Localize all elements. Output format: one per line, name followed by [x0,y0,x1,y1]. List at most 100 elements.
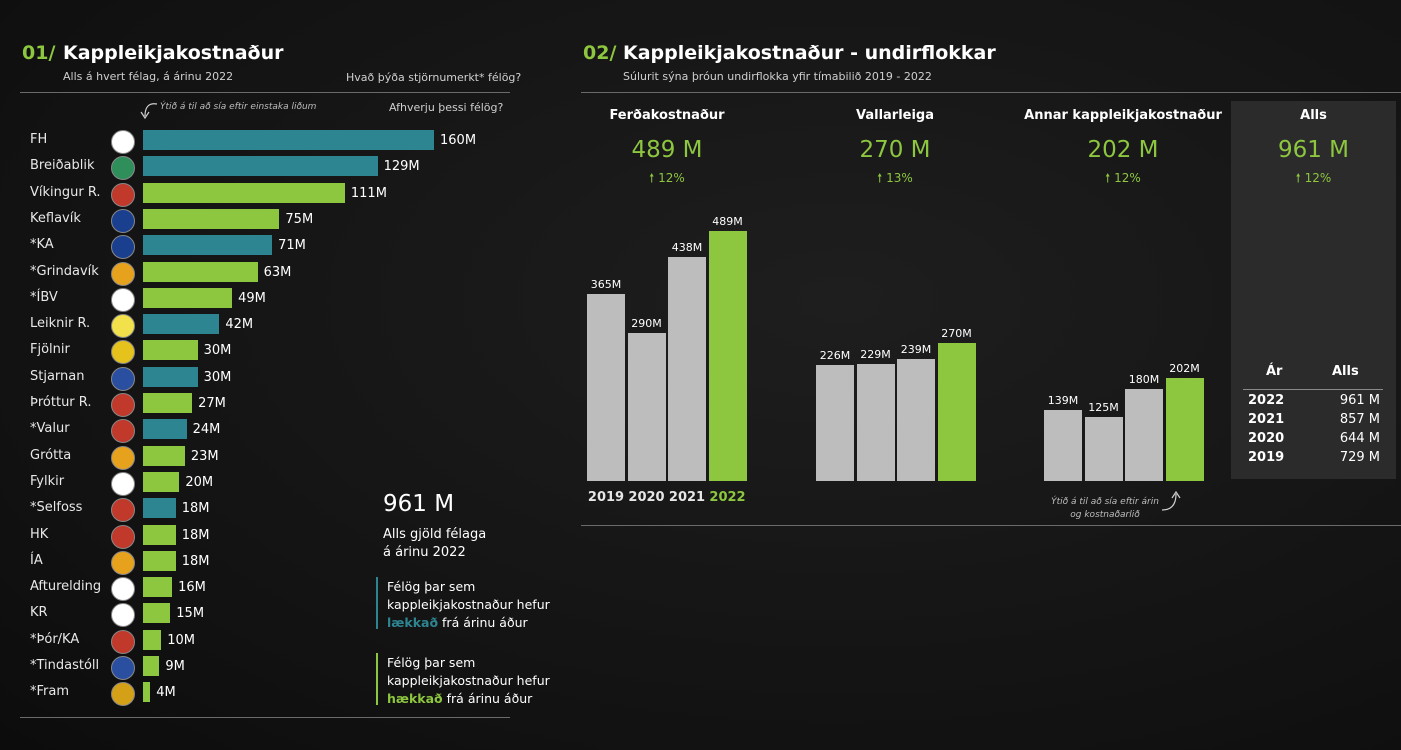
club-bar[interactable] [143,208,280,229]
club-bar[interactable] [143,314,220,335]
column-bar[interactable] [1165,377,1204,481]
section1-number: 01/ [22,42,56,64]
club-label: Þróttur R. [30,395,92,410]
year-axis-label[interactable]: 2022 [709,490,746,505]
club-bar[interactable] [143,287,233,308]
column-bar[interactable] [587,294,625,481]
club-logo-icon [111,208,135,233]
club-value-label: 16M [178,580,206,596]
card-other-change: 🠕 12% [1105,171,1141,185]
club-bar[interactable] [143,235,273,256]
club-value-label: 18M [181,501,210,517]
card-travel-change: 🠕 12% [649,171,685,185]
column-value-label: 489M [712,215,743,228]
column-bar[interactable] [627,332,666,481]
club-logo-icon [111,340,135,365]
club-logo-icon [111,550,135,575]
club-value-label: 10M [167,632,195,648]
legend-increased: Félög þar sem kappleikjakostnaður hefur … [387,654,550,708]
total-card[interactable]: Alls 961 M 🠕 12% [1231,101,1396,479]
club-bar[interactable] [143,682,151,703]
club-bar[interactable] [143,156,378,177]
card-venue[interactable]: Vallarleiga 270 M 🠕 13% [815,108,975,190]
legend-down-line1: Félög þar sem [387,579,476,594]
total-table-value: 857 M [1339,412,1380,427]
club-label: Víkingur R. [30,184,101,200]
club-bar[interactable] [143,340,198,361]
club-bar[interactable] [143,656,160,676]
club-value-label: 63M [263,264,292,280]
club-bar[interactable] [143,603,171,624]
club-bar[interactable] [143,498,176,519]
club-bar[interactable] [143,524,176,545]
column-value-label: 270M [941,326,972,340]
total-card-change: 🠕 12% [1295,171,1332,185]
column-bar[interactable] [668,257,706,481]
club-bar[interactable] [143,445,185,466]
card-travel[interactable]: Ferðakostnaður 489 M 🠕 12% [587,108,747,190]
column-bar[interactable] [937,342,976,481]
club-bar[interactable] [143,629,162,650]
column-value-label: 125M [1088,401,1119,415]
column-bar[interactable] [708,231,747,481]
club-bar[interactable] [143,471,180,492]
club-logo-icon [111,314,135,339]
club-label: *Valur [30,421,70,437]
total-table-row[interactable]: 2019 729 M [1248,450,1380,465]
club-bar[interactable] [143,130,434,150]
club-label: HK [30,526,49,542]
club-label: Fjölnir [30,342,70,358]
total-table-divider [1243,389,1383,390]
column-bar[interactable] [856,363,895,481]
column-bar[interactable] [897,358,935,481]
total-table-value: 644 M [1339,431,1380,446]
card-venue-title: Vallarleiga [855,108,935,123]
total-cost-desc-line2: á árinu 2022 [383,545,466,560]
club-logo-icon [111,287,135,312]
club-value-label: 71M [278,238,306,254]
column-bar[interactable] [816,365,854,481]
club-bar[interactable] [143,419,187,440]
club-bar[interactable] [143,393,193,413]
total-table-row[interactable]: 2021 857 M [1248,412,1380,427]
legend-up-line2: kappleikjakostnaður hefur [387,673,550,688]
column-bar[interactable] [1125,388,1163,481]
year-axis-label[interactable]: 2021 [668,490,706,505]
club-value-label: 15M [176,606,205,622]
club-bar[interactable] [143,366,198,387]
club-filter-hint: Ýtið á til að sía eftir einstaka liðum [160,102,317,112]
total-table-header-year: Ár [1266,364,1283,379]
club-bar[interactable] [143,550,176,571]
club-bar[interactable] [143,261,258,282]
club-value-label: 18M [181,527,210,543]
club-bar[interactable] [143,577,173,598]
section2-title: Kappleikjakostnaður - undirflokkar [623,42,996,64]
column-bar[interactable] [1044,409,1082,481]
club-value-label: 160M [440,133,477,148]
card-other[interactable]: Annar kappleikjakostnaður 202 M 🠕 12% [1023,108,1223,190]
total-table-header-total: Alls [1332,364,1359,379]
legend-down-line2: kappleikjakostnaður hefur [387,597,550,612]
starred-clubs-link[interactable]: Hvað þýða stjörnumerkt* félög? [346,71,522,84]
year-axis-label[interactable]: 2020 [628,490,665,505]
club-value-label: 129M [383,159,420,175]
club-logo-icon [111,445,135,470]
section2-divider [581,92,1401,93]
club-label: *Tindastóll [30,658,100,673]
club-label: *Selfoss [30,500,83,516]
section2-subtitle: Súlurit sýna þróun undirflokka yfir tíma… [623,70,932,83]
club-value-label: 30M [203,369,232,385]
legend-down-marker [376,577,378,629]
year-filter-hint-line2: og kostnaðarlið [1070,510,1140,520]
card-other-value: 202 M [1087,137,1159,163]
total-table-row[interactable]: 2022 961 M [1248,393,1380,408]
section1-divider [20,92,510,93]
why-these-clubs-link[interactable]: Afhverju þessi félög? [389,101,504,114]
total-table-row[interactable]: 2020 644 M [1248,431,1380,446]
total-card-title: Alls [1300,108,1327,123]
club-value-label: 20M [185,474,214,490]
total-cost-value: 961 M [383,491,455,517]
column-bar[interactable] [1084,417,1123,481]
club-bar[interactable] [143,182,345,203]
year-axis-label[interactable]: 2019 [587,490,625,505]
